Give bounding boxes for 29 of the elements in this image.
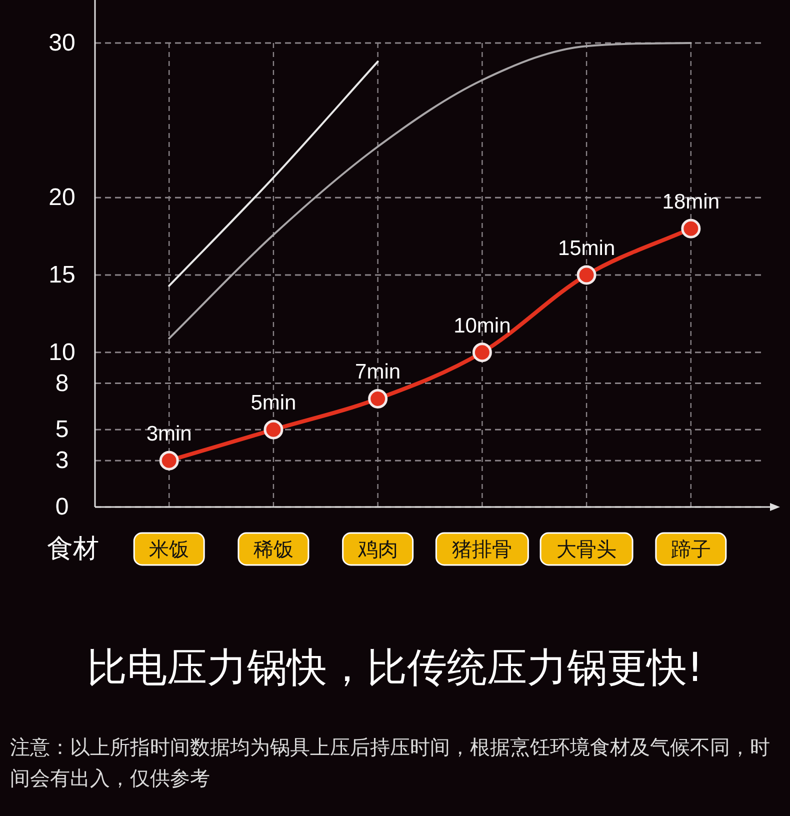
x-tick-label: 蹄子 [670,537,711,561]
x-tick-label: 稀饭 [253,537,294,561]
text: 比电压力锅快，比传统压力锅更快! [86,644,704,693]
y-tick-label: 15 [48,262,76,288]
data-label: 3min [146,422,192,446]
y-tick-label: 3 [55,447,69,474]
point [576,265,596,285]
point [472,342,492,362]
x-tick-label: 米饭 [149,537,190,561]
x-tick-label: 大骨头 [556,537,617,561]
text: 注意：以上所指时间数据均为锅具上压后持压时间，根据烹饪环境食材及气候不同，时间会有出入，仅供参考 [10,734,771,792]
data-label: 18min [662,190,720,214]
y-tick-label: 10 [48,338,76,366]
data-label: 5min [250,392,296,415]
point [681,218,701,238]
data-label: 15min [558,237,616,260]
y-tick-label: 0 [55,494,69,520]
data-label: 7min [355,360,401,384]
data-label: 10min [454,314,511,338]
point [368,388,388,408]
y-tick-label: 30 [48,30,76,56]
x-axis-title: 食材 [47,534,99,564]
y-tick-label: 20 [48,184,76,212]
y-tick-label: 5 [55,416,69,444]
x-tick-label: 猪排骨 [452,537,512,561]
point [264,420,284,440]
y-tick-label: 8 [55,370,69,397]
point [159,450,179,470]
x-tick-label: 鸡肉 [356,537,398,561]
